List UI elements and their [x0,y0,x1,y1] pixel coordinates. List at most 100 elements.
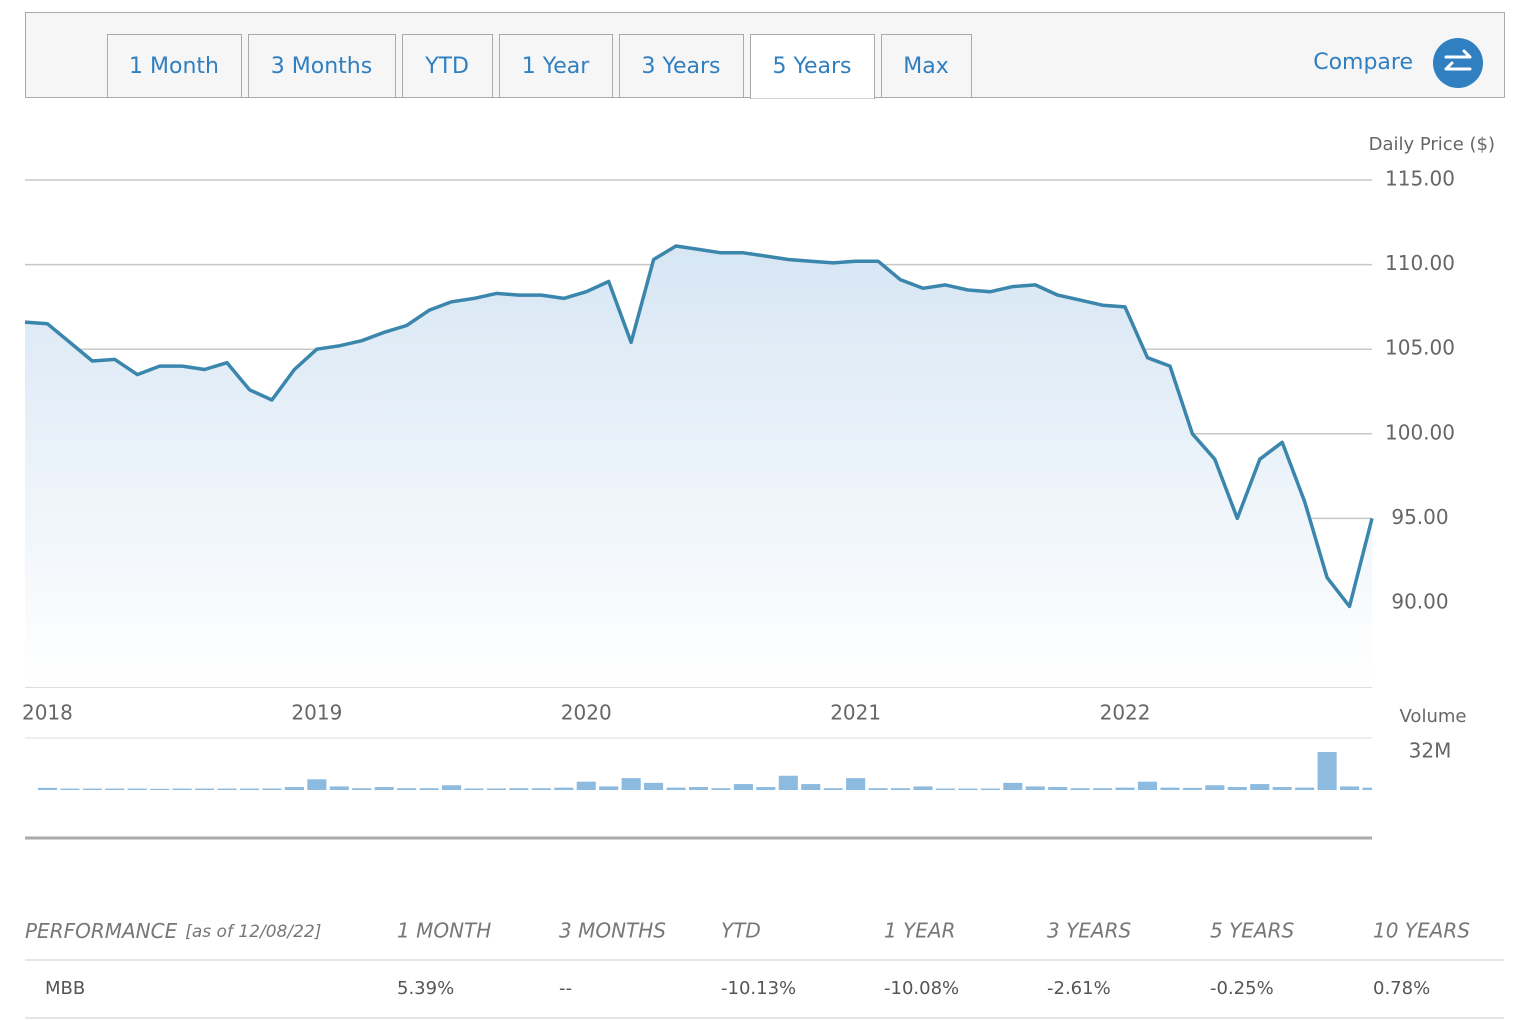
volume-bar [1250,784,1270,790]
volume-bar [352,788,372,790]
volume-bar [846,778,866,790]
volume-bar [1227,787,1247,790]
volume-bar [1182,787,1202,790]
volume-bar [778,775,798,790]
tab-label[interactable]: 1 Month [129,54,219,79]
volume-bar [1272,787,1292,790]
volume-bar [329,786,349,790]
volume-bar [1003,782,1023,790]
tab-label[interactable]: YTD [424,54,469,79]
column-header: 3 YEARS [1047,919,1132,943]
volume-bar [60,788,80,790]
tab-label[interactable]: Max [903,54,948,79]
volume-bar [397,788,417,790]
volume-bar [1070,788,1090,790]
volume-bar [868,788,888,790]
y-tick-label: 110.00 [1385,251,1455,275]
volume-bar [1093,788,1113,790]
volume-bar [150,788,170,790]
row-value: -2.61% [1047,978,1111,999]
volume-bar [262,788,282,790]
volume-bar [195,788,215,790]
volume-bar [239,788,260,790]
x-tick-label: 2020 [561,701,612,725]
volume-bar [711,788,731,790]
x-tick-label: 2021 [830,701,881,725]
volume-bar [486,788,506,790]
tab[interactable] [881,34,972,98]
volume-bar [599,786,619,790]
volume-bar [666,787,686,790]
volume-bar [621,778,641,790]
volume-bar [688,787,709,790]
volume-bar [1362,787,1372,790]
performance-title-text: PERFORMANCE [25,919,178,943]
tab-label[interactable]: 3 Months [271,54,372,79]
volume-bar [442,785,462,790]
volume-bar [644,782,664,790]
volume-bar [823,788,843,790]
volume-bar [958,788,978,790]
row-value: -10.08% [884,978,959,999]
volume-bar [217,788,237,790]
compare-button[interactable] [1433,38,1483,88]
tab[interactable] [619,34,744,98]
volume-bar [1340,786,1360,790]
x-tick-label: 2019 [291,701,342,725]
volume-axis-label: Volume [1400,706,1467,727]
volume-bar [733,784,753,790]
volume-bar [284,787,304,790]
volume-bar [1115,787,1135,790]
y-tick-label: 90.00 [1391,590,1448,614]
x-tick-label: 2018 [22,701,73,725]
volume-bar [756,787,776,790]
tab[interactable] [402,34,493,98]
price-line [24,244,1374,609]
volume-bar [464,788,484,790]
volume-bar [374,787,394,790]
volume-bar [531,788,551,790]
volume-bar [509,788,529,790]
tab-label[interactable]: 5 Years [772,54,851,79]
volume-bar [127,788,147,790]
volume-bar [1295,787,1315,790]
row-value: 0.78% [1373,978,1430,999]
column-header: 10 YEARS [1373,919,1470,943]
volume-bar [1137,781,1158,790]
volume-bar [1025,786,1045,790]
volume-bar [1317,752,1337,790]
y-axis-label: Daily Price ($) [1369,134,1495,155]
volume-bar [37,787,57,790]
volume-bar [82,788,102,790]
column-header: 1 MONTH [397,919,491,943]
row-value: -10.13% [721,978,796,999]
volume-bar [980,788,1000,790]
volume-tick-label: 32M [1409,739,1452,763]
column-header: 1 YEAR [884,919,956,943]
volume-bar [576,781,596,790]
column-header: 3 MONTHS [559,919,666,943]
tab[interactable] [248,34,396,98]
volume-bar [801,784,821,790]
volume-bar [105,788,125,790]
volume-bar [1205,785,1225,790]
volume-bar [891,788,911,790]
volume-bar [935,788,955,790]
row-value: -0.25% [1210,978,1274,999]
x-tick-label: 2022 [1100,701,1151,725]
tab-label[interactable]: 1 Year [522,54,591,79]
volume-bar [913,786,933,790]
tab[interactable] [499,34,613,98]
volume-bar [554,787,574,790]
y-tick-label: 100.00 [1385,420,1455,444]
column-header: YTD [721,919,761,943]
y-tick-label: 115.00 [1385,167,1455,191]
compare-label[interactable]: Compare [1313,50,1413,75]
row-value: 5.39% [397,978,454,999]
row-value: -- [559,978,572,999]
price-area [25,246,1372,687]
tab-label[interactable]: 3 Years [641,54,720,79]
tab[interactable] [107,34,242,98]
volume-bar [172,788,192,790]
